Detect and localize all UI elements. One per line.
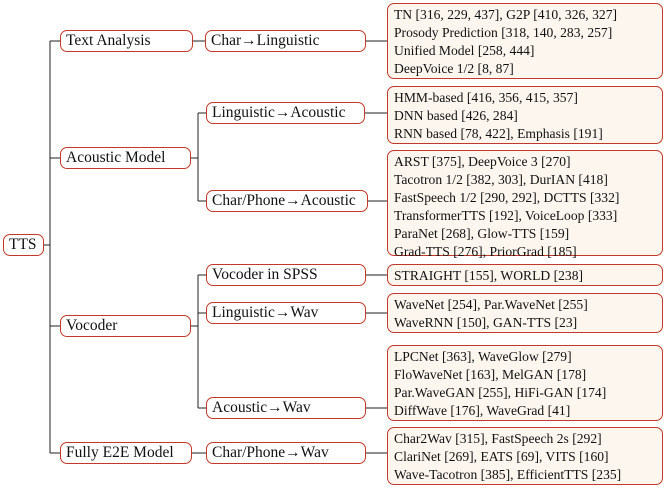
leaf-charphone-wav: Char2Wav [315], FastSpeech 2s [292] Clar… xyxy=(387,427,663,485)
leaf-line: DeepVoice 1/2 [8, 87] xyxy=(394,61,514,76)
subcategory-label: Char→Linguistic xyxy=(211,32,320,49)
category-fully-e2e: Fully E2E Model xyxy=(60,442,192,464)
leaf-vocoder-spss: STRAIGHT [155], WORLD [238] xyxy=(387,264,663,286)
leaf-char-linguistic: TN [316, 229, 437], G2P [410, 326, 327] … xyxy=(387,3,663,79)
leaf-line: STRAIGHT [155], WORLD [238] xyxy=(394,268,584,283)
category-acoustic-model: Acoustic Model xyxy=(60,147,191,169)
leaf-line: DiffWave [176], WaveGrad [41] xyxy=(394,403,571,418)
subcategory-linguistic-wav: Linguistic→Wav xyxy=(206,302,366,324)
category-vocoder: Vocoder xyxy=(60,315,191,337)
leaf-line: TransformerTTS [192], VoiceLoop [333] xyxy=(394,208,618,223)
leaf-acoustic-wav: LPCNet [363], WaveGlow [279] FloWaveNet … xyxy=(387,345,663,421)
leaf-line: Unified Model [258, 444] xyxy=(394,43,535,58)
category-label: Fully E2E Model xyxy=(66,444,174,461)
subcategory-label: Char/Phone→Wav xyxy=(212,444,329,461)
subcategory-charphone-acoustic: Char/Phone→Acoustic xyxy=(206,190,368,212)
leaf-line: RNN based [78, 422], Emphasis [191] xyxy=(394,126,603,141)
subcategory-char-linguistic: Char→Linguistic xyxy=(205,30,366,52)
leaf-linguistic-wav: WaveNet [254], Par.WaveNet [255] WaveRNN… xyxy=(387,293,663,333)
root-label: TTS xyxy=(9,236,37,253)
leaf-line: HMM-based [416, 356, 415, 357] xyxy=(394,90,578,105)
root-node: TTS xyxy=(3,234,44,256)
leaf-line: WaveRNN [150], GAN-TTS [23] xyxy=(394,315,578,330)
subcategory-label: Vocoder in SPSS xyxy=(212,266,318,283)
leaf-line: Grad-TTS [276], PriorGrad [185] xyxy=(394,244,577,259)
leaf-line: FloWaveNet [163], MelGAN [178] xyxy=(394,367,587,382)
leaf-line: ParaNet [268], Glow-TTS [159] xyxy=(394,226,570,241)
leaf-line: Par.WaveGAN [255], HiFi-GAN [174] xyxy=(394,385,607,400)
subcategory-charphone-wav: Char/Phone→Wav xyxy=(206,442,366,464)
leaf-line: Prosody Prediction [318, 140, 283, 257] xyxy=(394,25,613,40)
subcategory-label: Char/Phone→Acoustic xyxy=(212,192,356,209)
subcategory-acoustic-wav: Acoustic→Wav xyxy=(206,397,366,419)
subcategory-linguistic-acoustic: Linguistic→Acoustic xyxy=(206,102,365,124)
category-label: Acoustic Model xyxy=(66,149,166,166)
leaf-charphone-acoustic: ARST [375], DeepVoice 3 [270] Tacotron 1… xyxy=(387,150,663,259)
leaf-line: Char2Wav [315], FastSpeech 2s [292] xyxy=(394,431,602,446)
leaf-linguistic-acoustic: HMM-based [416, 356, 415, 357] DNN based… xyxy=(387,86,663,144)
leaf-line: ClariNet [269], EATS [69], VITS [160] xyxy=(394,449,609,464)
subcategory-vocoder-spss: Vocoder in SPSS xyxy=(206,264,366,286)
leaf-line: LPCNet [363], WaveGlow [279] xyxy=(394,349,572,364)
leaf-line: DNN based [426, 284] xyxy=(394,108,518,123)
category-label: Text Analysis xyxy=(66,32,151,49)
subcategory-label: Linguistic→Acoustic xyxy=(212,104,346,121)
leaf-line: WaveNet [254], Par.WaveNet [255] xyxy=(394,297,588,312)
subcategory-label: Acoustic→Wav xyxy=(212,399,311,416)
leaf-line: Wave-Tacotron [385], EfficientTTS [235] xyxy=(394,467,622,482)
leaf-line: TN [316, 229, 437], G2P [410, 326, 327] xyxy=(394,7,618,22)
category-label: Vocoder xyxy=(66,317,118,334)
category-text-analysis: Text Analysis xyxy=(60,30,193,52)
subcategory-label: Linguistic→Wav xyxy=(212,304,319,321)
leaf-line: Tacotron 1/2 [382, 303], DurIAN [418] xyxy=(394,172,608,187)
leaf-line: ARST [375], DeepVoice 3 [270] xyxy=(394,154,571,169)
leaf-line: FastSpeech 1/2 [290, 292], DCTTS [332] xyxy=(394,190,620,205)
